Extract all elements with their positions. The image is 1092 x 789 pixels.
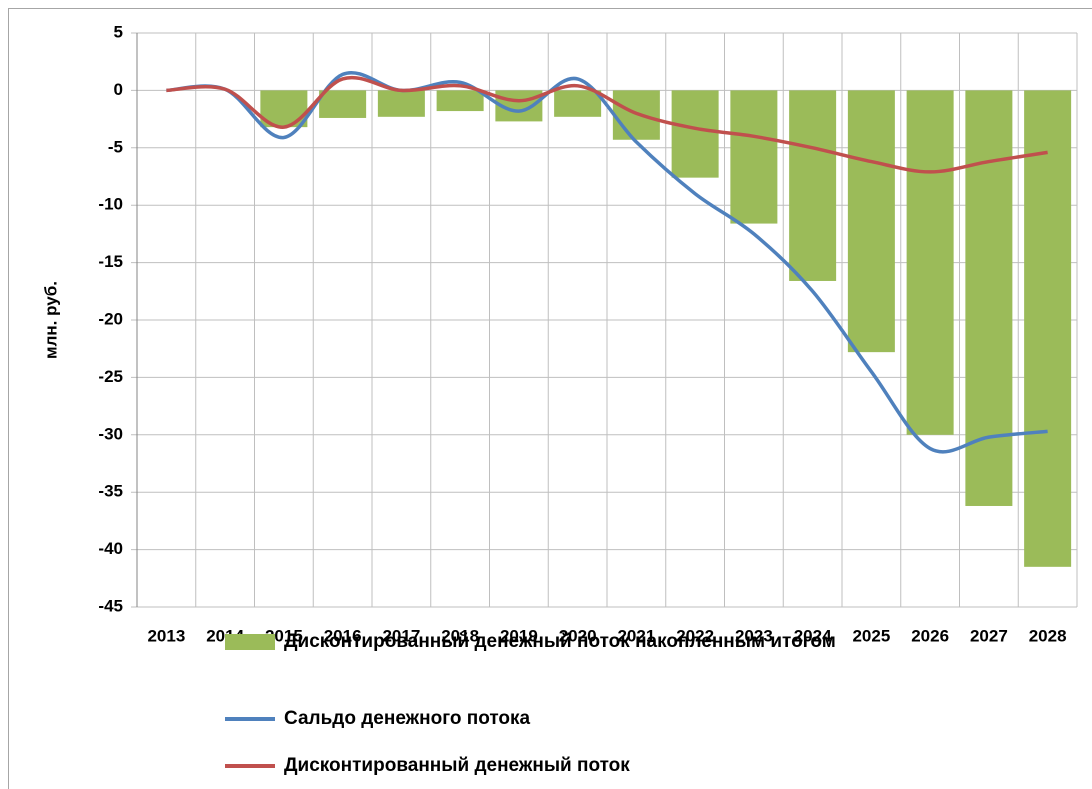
legend-label: Дисконтированный денежный поток накоплен… <box>284 631 836 652</box>
bar <box>436 90 484 112</box>
y-tick-label: 0 <box>114 80 123 99</box>
x-tick-label: 2018 <box>441 626 479 645</box>
y-tick-label: -40 <box>98 539 123 558</box>
y-tick-label: -20 <box>98 309 123 328</box>
y-tick-label: -30 <box>98 424 123 443</box>
x-tick-label: 2021 <box>617 626 655 645</box>
legend-label: Сальдо денежного потока <box>284 708 531 729</box>
x-tick-label: 2016 <box>324 626 362 645</box>
line <box>166 75 1048 174</box>
bar <box>377 90 425 117</box>
y-tick-label: -5 <box>108 137 123 156</box>
y-tick-label: -45 <box>98 596 123 615</box>
x-tick-label: 2028 <box>1029 626 1067 645</box>
y-tick-label: 5 <box>114 22 123 41</box>
bar <box>906 90 954 435</box>
x-tick-label: 2017 <box>382 626 420 645</box>
legend-swatch <box>225 634 275 650</box>
x-tick-label: 2027 <box>970 626 1008 645</box>
bar <box>319 90 367 118</box>
y-tick-label: -15 <box>98 252 123 271</box>
bar <box>730 90 778 224</box>
bar <box>847 90 895 353</box>
x-tick-label: 2026 <box>911 626 949 645</box>
x-tick-label: 2024 <box>794 626 832 645</box>
bar <box>1024 90 1072 567</box>
legend-label: Дисконтированный денежный поток <box>284 755 630 776</box>
y-tick-label: -10 <box>98 195 123 214</box>
x-tick-label: 2019 <box>500 626 538 645</box>
bar <box>789 90 837 281</box>
x-tick-label: 2020 <box>559 626 597 645</box>
bar <box>554 90 602 117</box>
line <box>166 71 1048 454</box>
x-tick-label: 2025 <box>852 626 890 645</box>
x-tick-label: 2023 <box>735 626 773 645</box>
y-axis-label: млн. руб. <box>41 281 60 359</box>
x-tick-label: 2013 <box>147 626 185 645</box>
x-tick-label: 2022 <box>676 626 714 645</box>
bar <box>671 90 719 178</box>
y-tick-label: -25 <box>98 367 123 386</box>
y-tick-label: -35 <box>98 482 123 501</box>
